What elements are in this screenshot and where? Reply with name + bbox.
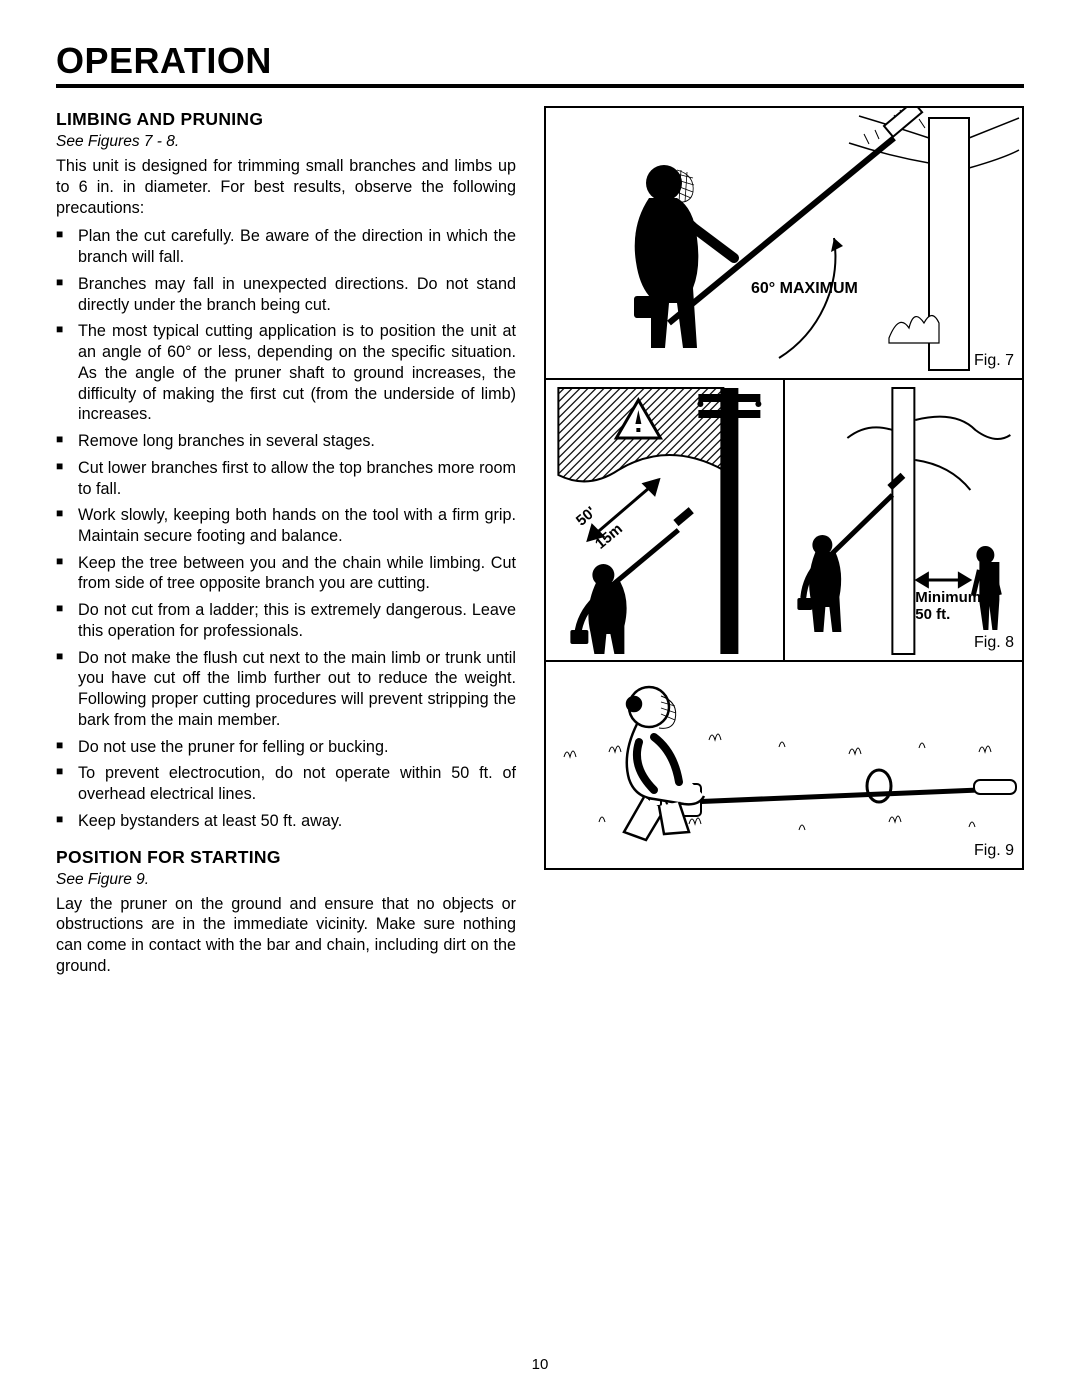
section-heading-limbing: LIMBING AND PRUNING (56, 108, 516, 130)
figure-7-panel: 60° MAXIMUM Fig. 7 (546, 108, 1022, 380)
figure-7-illustration (546, 108, 1022, 380)
page-title: OPERATION (56, 40, 1024, 88)
bullet-item: Work slowly, keeping both hands on the t… (56, 505, 516, 546)
figure-8-label: Fig. 8 (974, 634, 1014, 652)
see-figures-2: See Figure 9. (56, 870, 516, 890)
see-figures-1: See Figures 7 - 8. (56, 132, 516, 152)
bullet-item: Do not use the pruner for felling or buc… (56, 737, 516, 758)
bullet-list-1: Plan the cut carefully. Be aware of the … (56, 226, 516, 831)
figure-9-label: Fig. 9 (974, 842, 1014, 860)
bullet-item: Plan the cut carefully. Be aware of the … (56, 226, 516, 267)
bullet-item: The most typical cutting application is … (56, 321, 516, 425)
figure-box: 60° MAXIMUM Fig. 7 (544, 106, 1024, 870)
content-columns: LIMBING AND PRUNING See Figures 7 - 8. T… (56, 106, 1024, 985)
figure-9-panel: Fig. 9 (546, 662, 1022, 868)
bullet-item: Keep bystanders at least 50 ft. away. (56, 811, 516, 832)
section-heading-starting: POSITION FOR STARTING (56, 846, 516, 868)
figure-8-panel: 50' 15m (546, 380, 1022, 662)
bullet-item: Do not cut from a ladder; this is extrem… (56, 600, 516, 641)
page-number: 10 (0, 1356, 1080, 1373)
bullet-item: Cut lower branches first to allow the to… (56, 458, 516, 499)
bullet-item: Do not make the flush cut next to the ma… (56, 648, 516, 731)
bullet-item: To prevent electrocution, do not operate… (56, 763, 516, 804)
figure-8-min-annotation: Minimum 50 ft. (915, 590, 981, 623)
left-column: LIMBING AND PRUNING See Figures 7 - 8. T… (56, 106, 516, 985)
bullet-item: Keep the tree between you and the chain … (56, 553, 516, 594)
right-column: 60° MAXIMUM Fig. 7 (544, 106, 1024, 985)
figure-7-label: Fig. 7 (974, 352, 1014, 370)
intro-text-2: Lay the pruner on the ground and ensure … (56, 894, 516, 977)
bullet-item: Remove long branches in several stages. (56, 431, 516, 452)
figure-7-annotation: 60° MAXIMUM (751, 280, 858, 298)
bullet-item: Branches may fall in unexpected directio… (56, 274, 516, 315)
figure-8-right: Minimum 50 ft. Fig. 8 (785, 380, 1022, 660)
intro-text-1: This unit is designed for trimming small… (56, 156, 516, 218)
figure-8-left: 50' 15m (546, 380, 783, 660)
